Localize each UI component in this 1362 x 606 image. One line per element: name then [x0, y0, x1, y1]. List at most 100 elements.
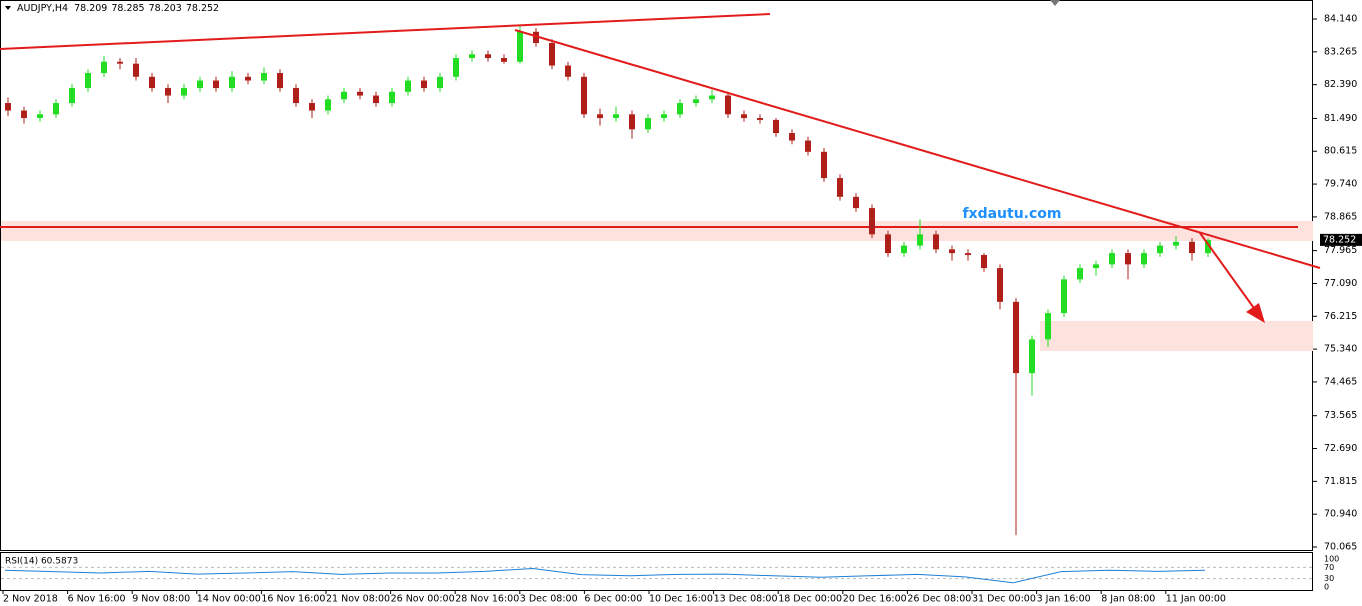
y-tick-label: 71.815	[1324, 476, 1357, 487]
candle-body	[901, 245, 907, 254]
y-tick-label: 82.390	[1324, 79, 1357, 90]
candle-body	[453, 58, 459, 77]
candle-body	[469, 54, 475, 59]
candle-body	[1029, 339, 1035, 374]
y-tick-label: 83.265	[1324, 46, 1357, 57]
target-zone	[1040, 321, 1313, 351]
candle-body	[213, 80, 219, 89]
y-tick-label: 80.615	[1324, 146, 1357, 157]
candle-body	[933, 234, 939, 250]
upper-trendline	[0, 13, 771, 50]
candle-body	[117, 61, 123, 64]
header-value: 78.285	[111, 3, 144, 14]
candle-body	[181, 88, 187, 96]
x-tick-label: 3 Dec 08:00	[520, 594, 578, 605]
candle-body	[293, 88, 299, 104]
y-tick-label: 72.690	[1324, 443, 1357, 454]
candle-body	[1013, 301, 1019, 374]
x-tick-label: 18 Dec 00:00	[778, 594, 842, 605]
candle-body	[485, 54, 491, 59]
candle-body	[645, 118, 651, 130]
y-tick-label: 75.340	[1324, 344, 1357, 355]
candle-body	[501, 58, 507, 62]
candle-body	[533, 31, 539, 44]
candle-body	[613, 114, 619, 119]
candle-body	[325, 99, 331, 111]
x-tick-label: 14 Nov 00:00	[197, 594, 261, 605]
y-tick-label: 84.140	[1324, 14, 1357, 25]
x-tick-label: 6 Nov 16:00	[68, 594, 126, 605]
x-tick-label: 20 Dec 16:00	[843, 594, 907, 605]
main-panel	[0, 0, 1313, 551]
candle-body	[37, 114, 43, 119]
rsi-tick-label: 0	[1324, 583, 1329, 592]
candle-body	[229, 76, 235, 89]
price-tag-label: 78.252	[1323, 234, 1356, 245]
candle-body	[389, 91, 395, 104]
candle-body	[437, 76, 443, 89]
rsi-tick-label: 30	[1324, 574, 1334, 583]
header-value: AUDJPY,H4	[17, 3, 68, 14]
down-trendline	[514, 29, 1321, 269]
x-tick-label: 13 Dec 08:00	[714, 594, 778, 605]
candle-body	[373, 95, 379, 104]
candle-body	[197, 80, 203, 89]
candle-body	[1157, 245, 1163, 254]
candle-body	[1109, 253, 1115, 265]
candle-body	[5, 103, 11, 111]
candle-body	[981, 254, 987, 269]
candle-body	[597, 114, 603, 119]
x-tick-label: 3 Jan 16:00	[1037, 594, 1091, 605]
candle-body	[277, 73, 283, 89]
x-tick-label: 2 Nov 2018	[3, 594, 58, 605]
candle-body	[69, 88, 75, 104]
rsi-line	[4, 568, 1206, 584]
resistance-zone	[1, 221, 1313, 241]
x-tick-label: 9 Nov 08:00	[132, 594, 190, 605]
candle-body	[1061, 279, 1067, 314]
candle-body	[821, 151, 827, 179]
header-value: 78.252	[186, 3, 219, 14]
candle-body	[661, 114, 667, 119]
candle-body	[885, 234, 891, 254]
x-tick-label: 11 Jan 00:00	[1166, 594, 1226, 605]
candle-body	[1125, 253, 1131, 265]
x-tick-label: 10 Dec 16:00	[649, 594, 713, 605]
forecast-arrow	[1199, 232, 1257, 312]
price-tag	[1320, 233, 1362, 246]
x-tick-label: 6 Dec 00:00	[584, 594, 642, 605]
candle-body	[853, 196, 859, 209]
y-tick-label: 77.090	[1324, 278, 1357, 289]
rsi-tick-label: 70	[1324, 563, 1334, 572]
candle-body	[1141, 253, 1147, 265]
candle-body	[85, 73, 91, 89]
x-tick-label: 26 Dec 08:00	[907, 594, 971, 605]
y-tick-label: 70.940	[1324, 509, 1357, 520]
y-tick-label: 77.965	[1324, 245, 1357, 256]
candle-body	[725, 95, 731, 115]
candle-body	[165, 88, 171, 96]
header-value: 78.209	[74, 3, 107, 14]
candle-body	[693, 99, 699, 104]
candle-body	[357, 91, 363, 96]
candle-body	[629, 114, 635, 130]
candle-body	[1173, 241, 1179, 246]
chart-header: AUDJPY,H4 78.209 78.285 78.203 78.252	[17, 3, 219, 14]
candle-body	[21, 110, 27, 119]
candle-body	[133, 63, 139, 77]
candle-body	[709, 95, 715, 100]
y-tick-label: 76.215	[1324, 311, 1357, 322]
candle-body	[1093, 264, 1099, 269]
candle-body	[965, 253, 971, 255]
y-tick-label: 74.465	[1324, 376, 1357, 387]
arrow-head	[1246, 303, 1265, 323]
candle-body	[101, 61, 107, 74]
candle-body	[1189, 241, 1195, 254]
candle-body	[789, 133, 795, 141]
rsi-panel	[0, 552, 1313, 591]
y-tick-label: 79.740	[1324, 179, 1357, 190]
candle-body	[741, 114, 747, 119]
candle-body	[805, 140, 811, 152]
candles	[5, 26, 1211, 536]
